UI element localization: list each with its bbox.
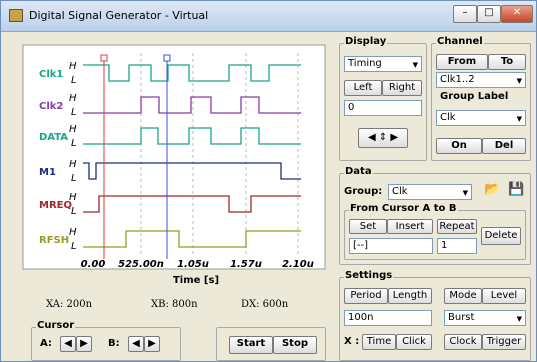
level-label: L [71, 241, 77, 252]
level-label: L [71, 173, 77, 184]
stop-button[interactable]: Stop [273, 336, 317, 354]
period-button[interactable]: Period [344, 288, 388, 304]
delete-button[interactable]: Delete [481, 227, 521, 245]
x-tick-label: 1.57u [230, 259, 262, 270]
app-icon [9, 9, 23, 22]
display-mode-select[interactable]: Timing [344, 56, 422, 72]
label: Group Label [440, 91, 509, 102]
insert-button[interactable]: Insert [387, 219, 433, 234]
cursor-a-left[interactable]: ◀ [60, 336, 76, 352]
minimize-button[interactable]: – [453, 5, 477, 23]
level-label: H [69, 93, 77, 104]
left-button[interactable]: Left [344, 80, 382, 96]
signal-label: RFSH [39, 235, 69, 246]
xb-readout: XB: 800n [151, 299, 198, 310]
plot-frame [22, 44, 326, 270]
level-label: H [69, 227, 77, 238]
open-icon[interactable]: 📂 [484, 182, 501, 197]
maximize-button[interactable]: □ [477, 5, 501, 23]
level-label: H [69, 192, 77, 203]
signal-label: M1 [39, 167, 56, 178]
start-button[interactable]: Start [229, 336, 273, 354]
on-button[interactable]: On [436, 138, 482, 154]
level-label: H [69, 124, 77, 135]
waveforms [83, 64, 301, 248]
group-label: From Cursor A to B [349, 203, 458, 214]
grid [140, 53, 299, 257]
signal-label: DATA [39, 132, 68, 143]
repeat-button[interactable]: Repeat [437, 219, 477, 234]
cursor-group: Cursor A: ◀ ▶ B: ◀ ▶ [31, 320, 181, 361]
x-tick-label: 2.10u [282, 259, 314, 270]
x-axis-label: Time [s] [173, 275, 219, 286]
x-tick-label: 1.05u [177, 259, 209, 270]
scroll-buttons[interactable]: ◀ ⇕ ▶ [358, 128, 408, 148]
level-label: H [69, 61, 77, 72]
length-button[interactable]: Length [388, 288, 432, 304]
signal-label: Clk1 [39, 69, 63, 80]
period-field[interactable]: 100n [344, 310, 432, 326]
dx-readout: DX: 600n [241, 299, 289, 310]
cursor-b-handle[interactable] [163, 54, 171, 62]
time-button[interactable]: Time [362, 334, 396, 350]
cursor-a-handle[interactable] [100, 54, 108, 62]
level-label: H [69, 159, 77, 170]
label: Group: [344, 186, 383, 197]
from-button[interactable]: From [436, 54, 488, 70]
clock-button[interactable]: Clock [444, 334, 482, 350]
offset-field[interactable]: 0 [344, 100, 422, 116]
click-button[interactable]: Click [396, 334, 432, 350]
display-group: Display Timing Left Right 0 ◀ ⇕ ▶ [339, 36, 427, 161]
cursor-a-right[interactable]: ▶ [76, 336, 92, 352]
repeat-count-field[interactable]: 1 [437, 238, 477, 254]
trigger-button[interactable]: Trigger [482, 334, 526, 350]
save-icon[interactable]: 💾 [508, 182, 525, 197]
run-group: Start Stop [216, 327, 326, 361]
data-group-select[interactable]: Clk [388, 184, 472, 200]
level-label: L [71, 206, 77, 217]
set-button[interactable]: Set [349, 219, 387, 234]
group-label: Data [344, 166, 373, 177]
del-button[interactable]: Del [482, 138, 526, 154]
label: B: [108, 338, 120, 349]
data-group: Data Group: Clk 📂 💾 From Cursor A to B S… [339, 166, 531, 265]
xa-readout: XA: 200n [46, 299, 93, 310]
pattern-field[interactable]: [--] [349, 238, 433, 254]
right-button[interactable]: Right [382, 80, 422, 96]
from-cursor-group: From Cursor A to B Set Insert Repeat [--… [344, 203, 526, 260]
group-label: Cursor [36, 320, 76, 331]
title-bar: Digital Signal Generator - Virtual – □ ✕ [1, 1, 536, 32]
to-button[interactable]: To [488, 54, 526, 70]
x-tick-label: 525.00n [118, 259, 164, 270]
mode-select[interactable]: Burst [444, 310, 526, 326]
close-button[interactable]: ✕ [501, 5, 533, 23]
channel-group: Channel From To Clk1..2 Group Label Clk … [431, 36, 531, 161]
signal-label: MREQ [39, 200, 72, 211]
x-tick-label: 0.00 [81, 259, 106, 270]
level-label: L [71, 75, 77, 86]
group-label: Settings [344, 270, 394, 281]
group-label: Channel [436, 36, 484, 47]
group-label: Display [344, 36, 388, 47]
level-button[interactable]: Level [482, 288, 526, 304]
mode-button[interactable]: Mode [444, 288, 482, 304]
label: A: [40, 338, 52, 349]
level-label: L [71, 138, 77, 149]
channel-range-select[interactable]: Clk1..2 [436, 72, 526, 88]
cursor-b-right[interactable]: ▶ [144, 336, 160, 352]
level-label: L [71, 107, 77, 118]
group-select[interactable]: Clk [436, 110, 526, 126]
signal-label: Clk2 [39, 101, 63, 112]
window-title: Digital Signal Generator - Virtual [29, 9, 209, 22]
cursor-b-left[interactable]: ◀ [128, 336, 144, 352]
settings-group: Settings Period Length Mode Level 100n B… [339, 270, 531, 361]
label: X : [344, 336, 360, 347]
